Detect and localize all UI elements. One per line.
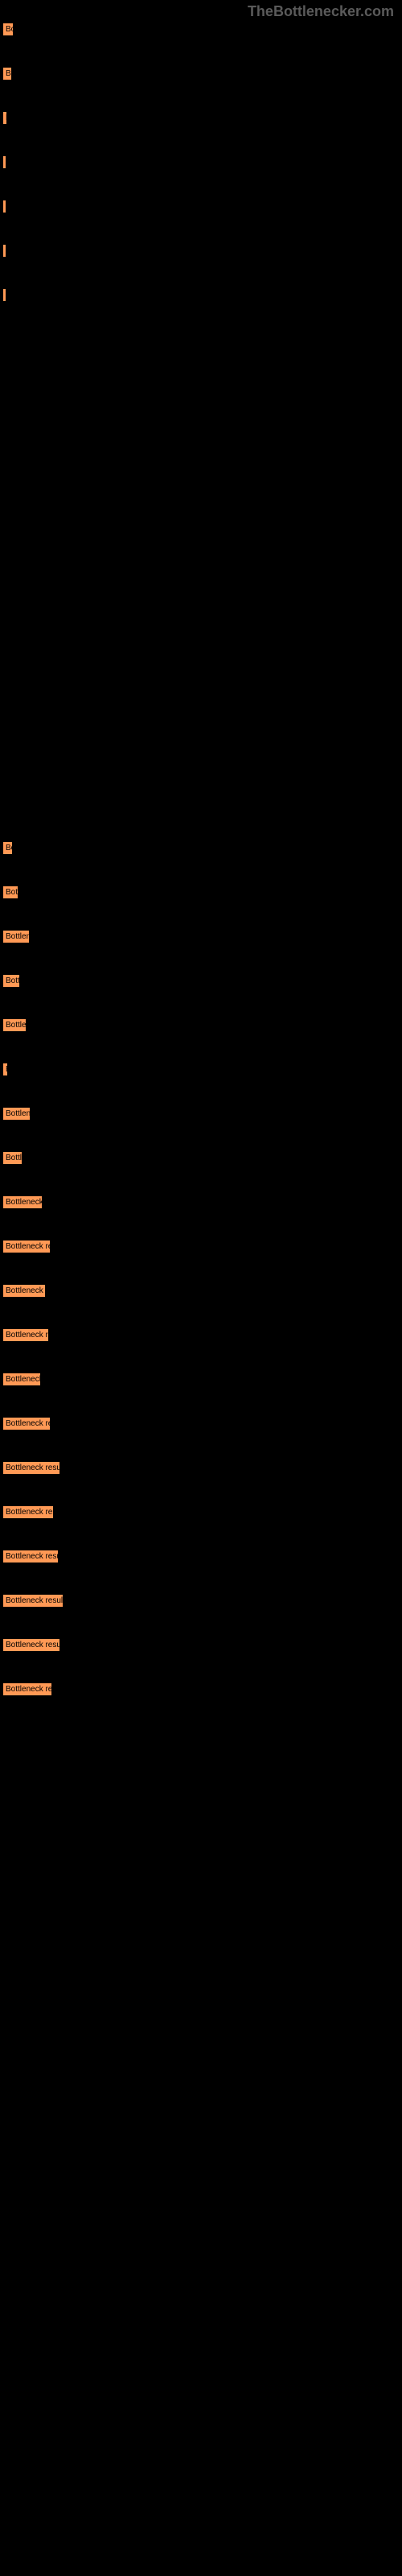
bar: Bottleneck result [2,1417,51,1430]
bar: Bottleneck result [2,1505,54,1519]
bar: Bottleneck result [2,1195,43,1209]
bar-row: Bottleneck result [2,841,402,855]
bar: Bottleneck result [2,1018,27,1032]
bar-row: Bottleneck result [2,886,402,899]
bar-row: Bottleneck result [2,1240,402,1253]
bar-row: Bottleneck result [2,111,402,125]
bar: Bottleneck result [2,67,12,80]
bar-row: Bottleneck result [2,288,402,302]
bar-row: Bottleneck result [2,200,402,213]
bar-row: Bottleneck result [2,1461,402,1475]
bar-row: Bottleneck result [2,1328,402,1342]
bar-row: Bottleneck result [2,1151,402,1165]
bar-row: Bottleneck result [2,1594,402,1608]
bar: Bottleneck result [2,974,20,988]
bar: Bottleneck result [2,1151,23,1165]
watermark: TheBottlenecker.com [248,3,394,20]
bar: Bottleneck result [2,1550,59,1563]
bar-row: Bottleneck result [2,1550,402,1563]
bar: Bottleneck result [2,288,6,302]
bar: Bottleneck result [2,1328,49,1342]
bar-row: Bottleneck result [2,67,402,80]
bar-row: Bottleneck result [2,930,402,943]
bar: Bottleneck result [2,200,6,213]
bar-row: Bottleneck result [2,1682,402,1696]
bar-row: Bottleneck result [2,1417,402,1430]
bar-row: Bottleneck result [2,23,402,36]
bar-row: Bottleneck result [2,1284,402,1298]
bar: Bottleneck result [2,1373,41,1386]
bar-row: Bottleneck result [2,155,402,169]
bar-chart: Bottleneck result Bottleneck result Bottle… [0,0,402,1696]
bar-row: Bottleneck result [2,974,402,988]
bar-row: Bottleneck result [2,1505,402,1519]
bar: Bottleneck result [2,244,6,258]
bar: Bottleneck result [2,1461,60,1475]
bar: Bottleneck result [2,23,14,36]
bar: Bottleneck result [2,1638,60,1652]
bar: Bottleneck result [2,1682,52,1696]
bar: Bottleneck result [2,886,18,899]
bar-row: Bottleneck result [2,1107,402,1121]
bar-row: Bottleneck result [2,244,402,258]
bar: Bottleneck result [2,1240,51,1253]
bar-row: Bottleneck result [2,1195,402,1209]
bar-row: Bottleneck result [2,1063,402,1076]
bar: Bottleneck result [2,841,13,855]
bar: Bottleneck result [2,155,6,169]
bar-row: Bottleneck result [2,1018,402,1032]
bar: Bottleneck result [2,930,30,943]
bar: Bottleneck result [2,1063,8,1076]
bar: Bottleneck result [2,111,7,125]
bar-row: Bottleneck result [2,1638,402,1652]
bar: Bottleneck result [2,1107,31,1121]
bar: Bottleneck result [2,1284,46,1298]
bar-row: Bottleneck result [2,1373,402,1386]
bar: Bottleneck result [2,1594,64,1608]
